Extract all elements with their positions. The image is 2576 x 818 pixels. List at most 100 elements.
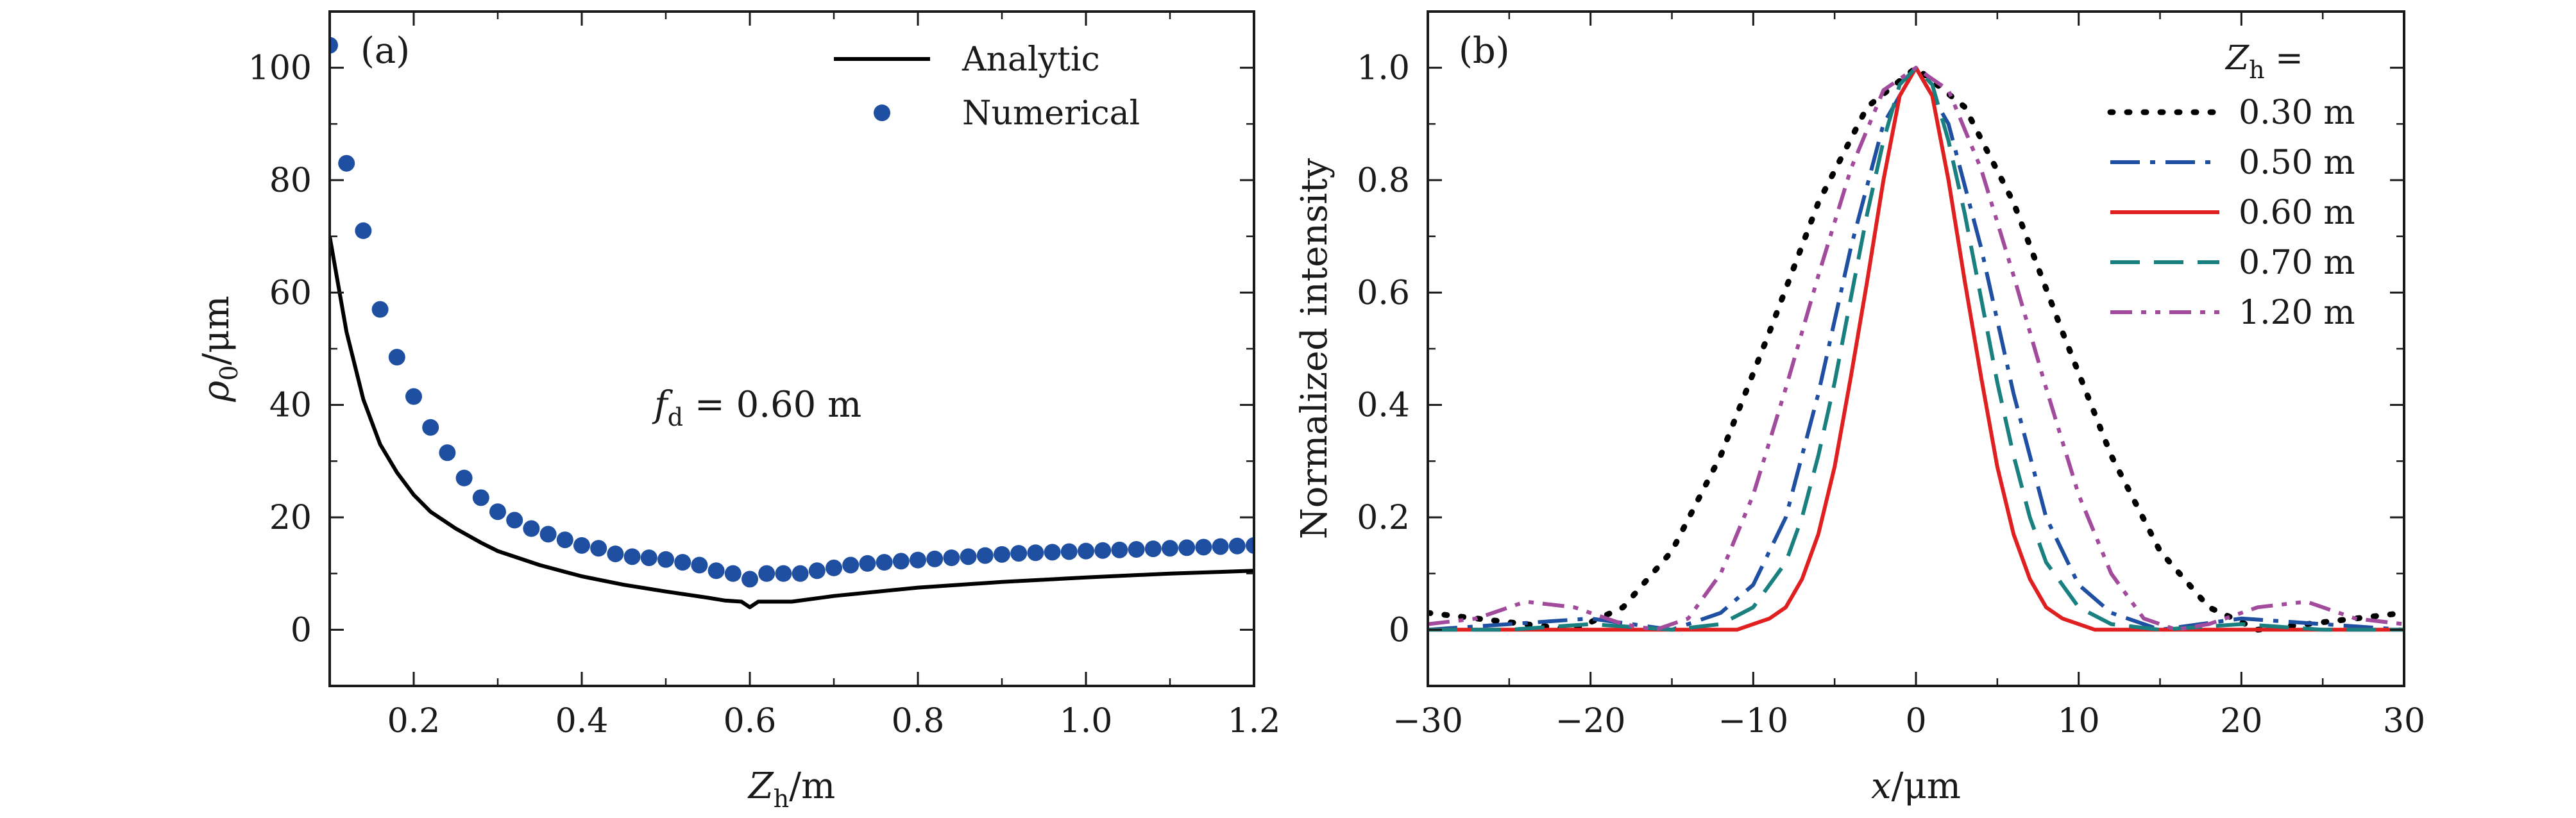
data-point	[556, 531, 573, 549]
data-point	[842, 556, 860, 574]
x-tick-label: 0.6	[724, 702, 777, 740]
x-tick-label: 0.8	[892, 702, 945, 740]
legend-label: 0.30 m	[2239, 94, 2355, 132]
x-axis-label-rest: /m	[789, 765, 835, 807]
legend-title-rest: =	[2265, 39, 2303, 78]
data-point	[876, 554, 893, 571]
legend-label-analytic: Analytic	[962, 40, 1100, 79]
data-point	[691, 556, 708, 574]
data-point	[623, 548, 641, 565]
data-point	[1144, 540, 1162, 558]
x-tick-label: 20	[2220, 702, 2262, 740]
data-point	[573, 537, 590, 554]
data-point	[523, 520, 540, 537]
y-axis-label: ρ0/μm	[196, 296, 243, 402]
x-axis-label-main: x	[1871, 765, 1892, 807]
data-point	[607, 545, 624, 562]
data-point	[371, 301, 389, 318]
x-tick-label: −20	[1555, 702, 1626, 740]
data-point	[808, 562, 826, 580]
data-point	[1162, 540, 1178, 557]
data-point	[976, 547, 994, 564]
data-point	[338, 154, 355, 172]
series-4	[1428, 65, 2404, 632]
chart-panel-b: −30 −20 −10 0 10 20 30 0 0.2 0.4 0.6 0.8 1.0 (b) x/μm N…	[1294, 10, 2425, 807]
legend-title-main: Z	[2224, 39, 2250, 78]
data-point	[439, 444, 456, 462]
y-axis-label-rest: /μm	[196, 296, 237, 365]
y-axis-label-group: ρ0/μm	[196, 296, 243, 402]
series-1	[330, 37, 1254, 588]
data-point	[1195, 538, 1212, 556]
x-tick-label: 1.2	[1228, 702, 1281, 740]
x-axis-label-rest: /μm	[1892, 765, 1961, 807]
data-point	[741, 571, 758, 588]
data-point	[330, 37, 338, 54]
series-0	[330, 236, 1254, 610]
x-axis-label-sub: h	[774, 785, 789, 813]
legend-swatch-numerical	[874, 104, 890, 121]
data-point	[489, 503, 506, 521]
y-tick-label: 20	[269, 499, 312, 537]
x-axis-label: Zh/m	[747, 765, 835, 813]
y-tick-label: 0.2	[1357, 499, 1410, 537]
series-line	[1428, 65, 2404, 632]
annotation-fd-sub: d	[668, 403, 683, 431]
legend-title-sub: h	[2249, 56, 2264, 84]
data-point	[708, 562, 725, 580]
x-tick-label: 10	[2058, 702, 2100, 740]
y-axis-label-group: Normalized intensity	[1294, 158, 1335, 539]
data-point	[1094, 542, 1112, 559]
data-point	[892, 553, 910, 570]
data-point	[657, 551, 674, 568]
data-point	[1228, 537, 1246, 555]
data-point	[1060, 543, 1078, 560]
data-point	[826, 559, 842, 576]
x-tick-label: 1.0	[1060, 702, 1113, 740]
y-axis-label-sub: 0	[215, 365, 243, 381]
x-tick-label: 0	[1905, 702, 1926, 740]
y-tick-label: 0.8	[1357, 162, 1410, 200]
y-tick-label: 60	[269, 274, 312, 312]
data-point	[859, 555, 876, 572]
x-tick-label: 30	[2383, 702, 2425, 740]
data-point	[792, 565, 809, 582]
data-point	[994, 546, 1010, 563]
data-point	[1128, 540, 1145, 558]
data-point	[590, 540, 607, 557]
data-point	[472, 489, 489, 506]
y-tick-label: 1.0	[1357, 49, 1410, 88]
legend-label: 1.20 m	[2239, 294, 2355, 332]
data-point	[724, 565, 741, 582]
y-axis-label: Normalized intensity	[1294, 158, 1335, 539]
y-tick-label: 0	[291, 611, 312, 649]
data-point	[1078, 542, 1094, 560]
data-point	[775, 565, 792, 582]
data-point	[388, 349, 405, 366]
legend-label: 0.50 m	[2239, 144, 2355, 182]
legend-title: Zh =	[2224, 39, 2303, 84]
y-tick-label: 0	[1389, 611, 1410, 649]
x-tick-label: −10	[1718, 702, 1788, 740]
legend-label-numerical: Numerical	[962, 94, 1140, 133]
x-tick-label: −30	[1393, 702, 1463, 740]
x-tick-label: 0.2	[387, 702, 441, 740]
data-point	[910, 551, 926, 569]
series-line	[330, 236, 1254, 610]
data-point	[506, 512, 523, 529]
y-tick-label: 80	[269, 162, 312, 200]
data-point	[355, 222, 372, 239]
y-tick-label: 0.4	[1357, 387, 1410, 425]
data-point	[943, 549, 960, 567]
data-point	[758, 565, 775, 582]
data-point	[1111, 541, 1128, 558]
data-point	[1246, 537, 1254, 554]
annotation-fd-rest: = 0.60 m	[683, 384, 861, 426]
data-point	[926, 550, 944, 567]
panel-label: (b)	[1459, 30, 1510, 72]
panel-label: (a)	[360, 30, 410, 72]
data-point	[405, 388, 422, 405]
x-axis-label-main: Z	[747, 765, 774, 807]
